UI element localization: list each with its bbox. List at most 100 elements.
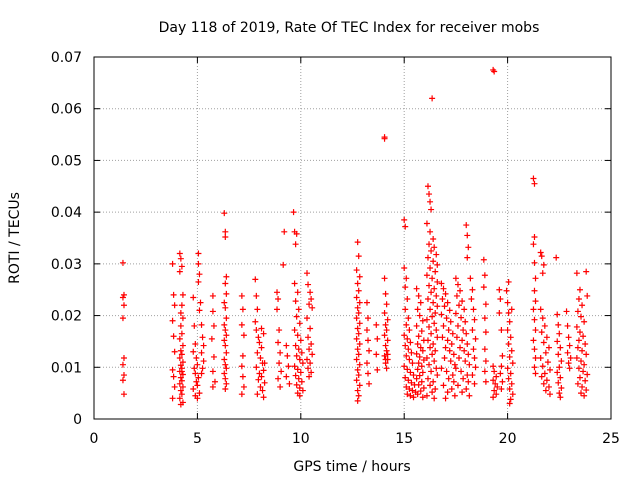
data-point	[177, 322, 184, 329]
data-point	[274, 289, 281, 296]
data-point	[580, 333, 587, 340]
data-point	[404, 391, 411, 398]
data-point	[355, 253, 362, 260]
data-point	[383, 347, 390, 354]
data-point	[423, 272, 430, 279]
data-point	[543, 334, 550, 341]
data-point	[177, 347, 184, 354]
data-point	[260, 367, 267, 374]
data-point	[306, 373, 313, 380]
data-point	[209, 292, 216, 299]
data-point	[462, 358, 469, 365]
data-point	[223, 273, 230, 280]
data-point	[424, 254, 431, 261]
data-point	[505, 341, 512, 348]
data-point	[405, 346, 412, 353]
data-point	[470, 306, 477, 313]
y-tick-label: 0	[73, 412, 82, 428]
y-tick-label: 0.03	[51, 257, 82, 273]
data-point	[471, 354, 478, 361]
data-point	[509, 391, 516, 398]
data-point	[558, 384, 565, 391]
data-point	[481, 368, 488, 375]
data-point	[374, 335, 381, 342]
data-point	[451, 361, 458, 368]
data-point	[405, 377, 412, 384]
data-point	[531, 259, 538, 266]
data-point	[177, 255, 184, 262]
data-point	[554, 338, 561, 345]
data-point	[179, 359, 186, 366]
data-point	[543, 377, 550, 384]
data-point	[238, 321, 245, 328]
data-point	[460, 327, 467, 334]
data-point	[414, 391, 421, 398]
data-point	[178, 330, 185, 337]
data-point	[573, 323, 580, 330]
data-point	[402, 374, 409, 381]
data-point	[222, 280, 229, 287]
data-point	[258, 325, 265, 332]
data-point	[451, 392, 458, 399]
data-point	[406, 356, 413, 363]
data-point	[447, 358, 454, 365]
data-point	[490, 394, 497, 401]
data-point	[472, 335, 479, 342]
data-point	[178, 351, 185, 358]
data-point	[177, 374, 184, 381]
data-point	[239, 373, 246, 380]
data-point	[498, 363, 505, 370]
data-point	[490, 377, 497, 384]
data-point	[426, 361, 433, 368]
data-point	[426, 191, 433, 198]
data-point	[221, 356, 228, 363]
data-point	[120, 391, 127, 398]
data-point	[427, 382, 434, 389]
data-point	[416, 353, 423, 360]
data-point	[382, 321, 389, 328]
data-point	[530, 337, 537, 344]
data-point	[255, 376, 262, 383]
data-point	[430, 341, 437, 348]
y-axis-label: ROTI / TECUs	[7, 192, 23, 284]
data-point	[581, 392, 588, 399]
data-point	[277, 383, 284, 390]
axis-ticks: 0 5 10 15 20 25 0 0.01 0.02 0.03 0.04 0.05 0.06 0.07	[51, 50, 620, 447]
data-point	[413, 322, 420, 329]
y-tick-label: 0.07	[51, 50, 82, 66]
data-point	[431, 358, 438, 365]
data-point	[508, 306, 515, 313]
grid-lines	[94, 57, 611, 419]
data-point	[404, 335, 411, 342]
data-point	[531, 233, 538, 240]
data-point	[308, 341, 315, 348]
data-point	[431, 244, 438, 251]
data-point	[309, 304, 316, 311]
data-point	[418, 363, 425, 370]
data-point	[192, 341, 199, 348]
data-point	[482, 378, 489, 385]
data-point	[546, 391, 553, 398]
data-point	[482, 358, 489, 365]
data-point	[373, 351, 380, 358]
data-point	[223, 290, 230, 297]
data-point	[469, 372, 476, 379]
data-point	[366, 347, 373, 354]
data-point	[433, 251, 440, 258]
data-point	[170, 333, 177, 340]
data-point	[431, 320, 438, 327]
data-point	[209, 383, 216, 390]
data-point	[221, 299, 228, 306]
data-point	[578, 390, 585, 397]
data-point	[578, 358, 585, 365]
data-point	[414, 306, 421, 313]
data-point	[542, 387, 549, 394]
data-point	[194, 361, 201, 368]
data-point	[307, 325, 314, 332]
data-point	[454, 281, 461, 288]
data-point	[419, 317, 426, 324]
data-point	[429, 389, 436, 396]
data-point	[275, 375, 282, 382]
data-point	[530, 241, 537, 248]
data-point	[563, 308, 570, 315]
